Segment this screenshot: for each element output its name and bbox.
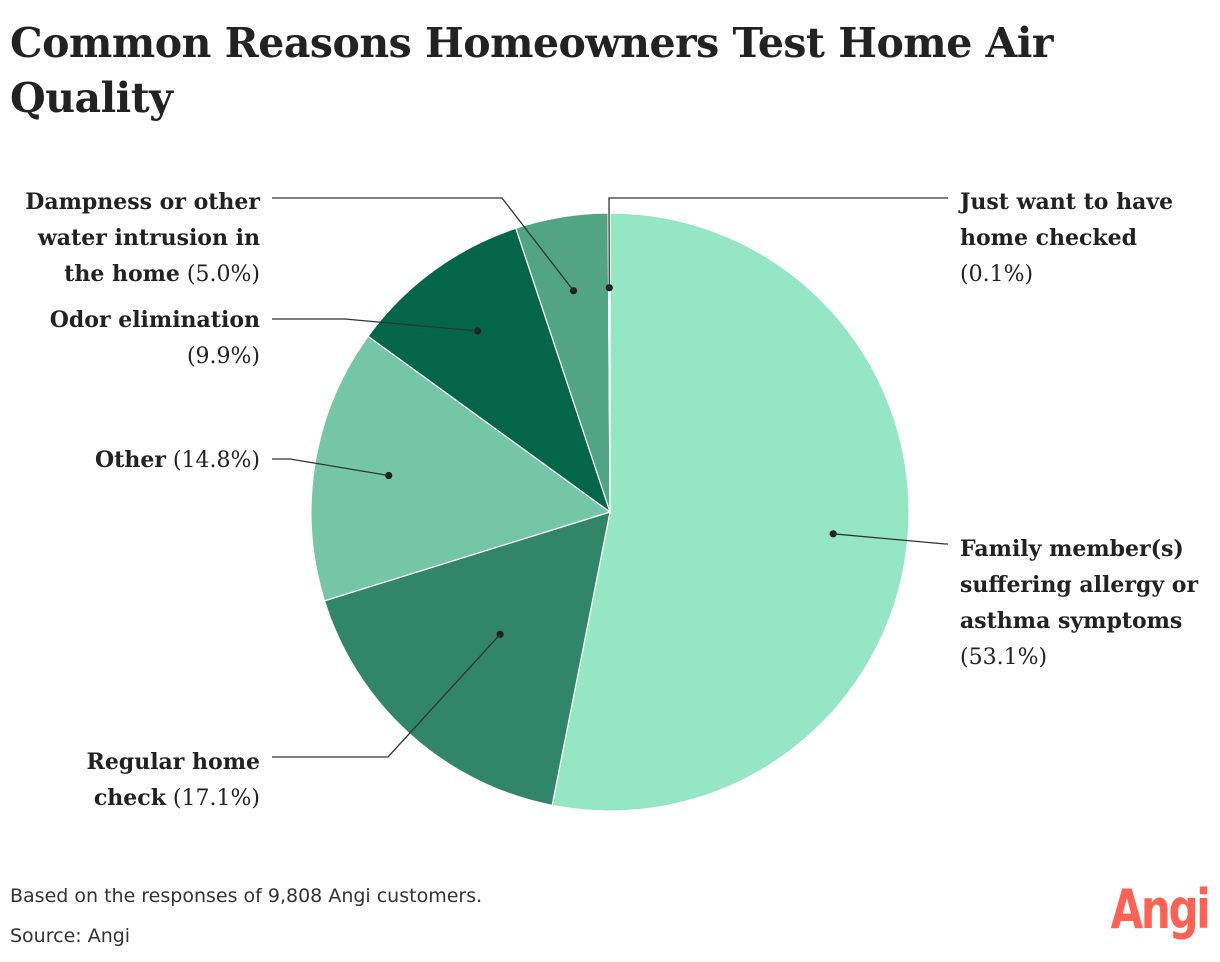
slice-label-family-member-s-suffering-allergy-or-asthma-symptoms: Family member(s) suffering allergy or asth… — [960, 536, 1198, 670]
chart-title: Common Reasons Homeowners Test Home Air … — [10, 19, 1054, 122]
angi-logo[interactable]: Angi — [1110, 878, 1210, 941]
pie-chart: Family member(s) suffering allergy or asth… — [25, 189, 1198, 812]
leader-line-other — [272, 458, 389, 477]
slice-label-dampness-or-other-water-intrusion-in-the-home: Dampness or other water intrusion in the h… — [25, 189, 260, 287]
leader-line-dampness-or-other-water-intrusion-in-the-home — [272, 197, 575, 292]
slice-label-other: Other (14.8%) — [95, 447, 260, 473]
slice-label-just-want-to-have-home-checked: Just want to have home checked (0.1%) — [958, 189, 1173, 287]
slice-labels: Family member(s) suffering allergy or asth… — [25, 189, 1198, 811]
footer-note: Based on the responses of 9,808 Angi cus… — [10, 885, 483, 907]
leader-dot-just-want-to-have-home-checked — [605, 284, 613, 292]
footer-source: Source: Angi — [10, 925, 131, 947]
pie-slice-regular-home-check — [323, 511, 611, 807]
pie-slice-odor-elimination — [367, 227, 612, 514]
leader-line-regular-home-check — [272, 633, 501, 758]
leader-line-family-member-s-suffering-allergy-or-asthma-symptoms — [833, 533, 948, 545]
slice-label-regular-home-check: Regular home check (17.1%) — [87, 749, 260, 811]
pie-slices — [310, 212, 910, 812]
slice-label-odor-elimination: Odor elimination (9.9%) — [50, 307, 260, 369]
leader-lines — [272, 197, 948, 758]
leader-line-odor-elimination — [272, 318, 478, 332]
leader-line-just-want-to-have-home-checked — [608, 197, 948, 288]
